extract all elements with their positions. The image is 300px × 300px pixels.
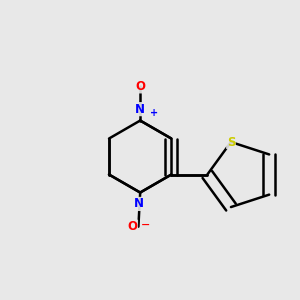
Text: N: N — [135, 103, 145, 116]
Text: O: O — [135, 80, 145, 93]
Text: O: O — [128, 220, 137, 233]
Text: N: N — [134, 197, 143, 210]
Text: S: S — [227, 136, 235, 148]
Text: −: − — [141, 220, 150, 230]
Text: +: + — [150, 108, 158, 118]
